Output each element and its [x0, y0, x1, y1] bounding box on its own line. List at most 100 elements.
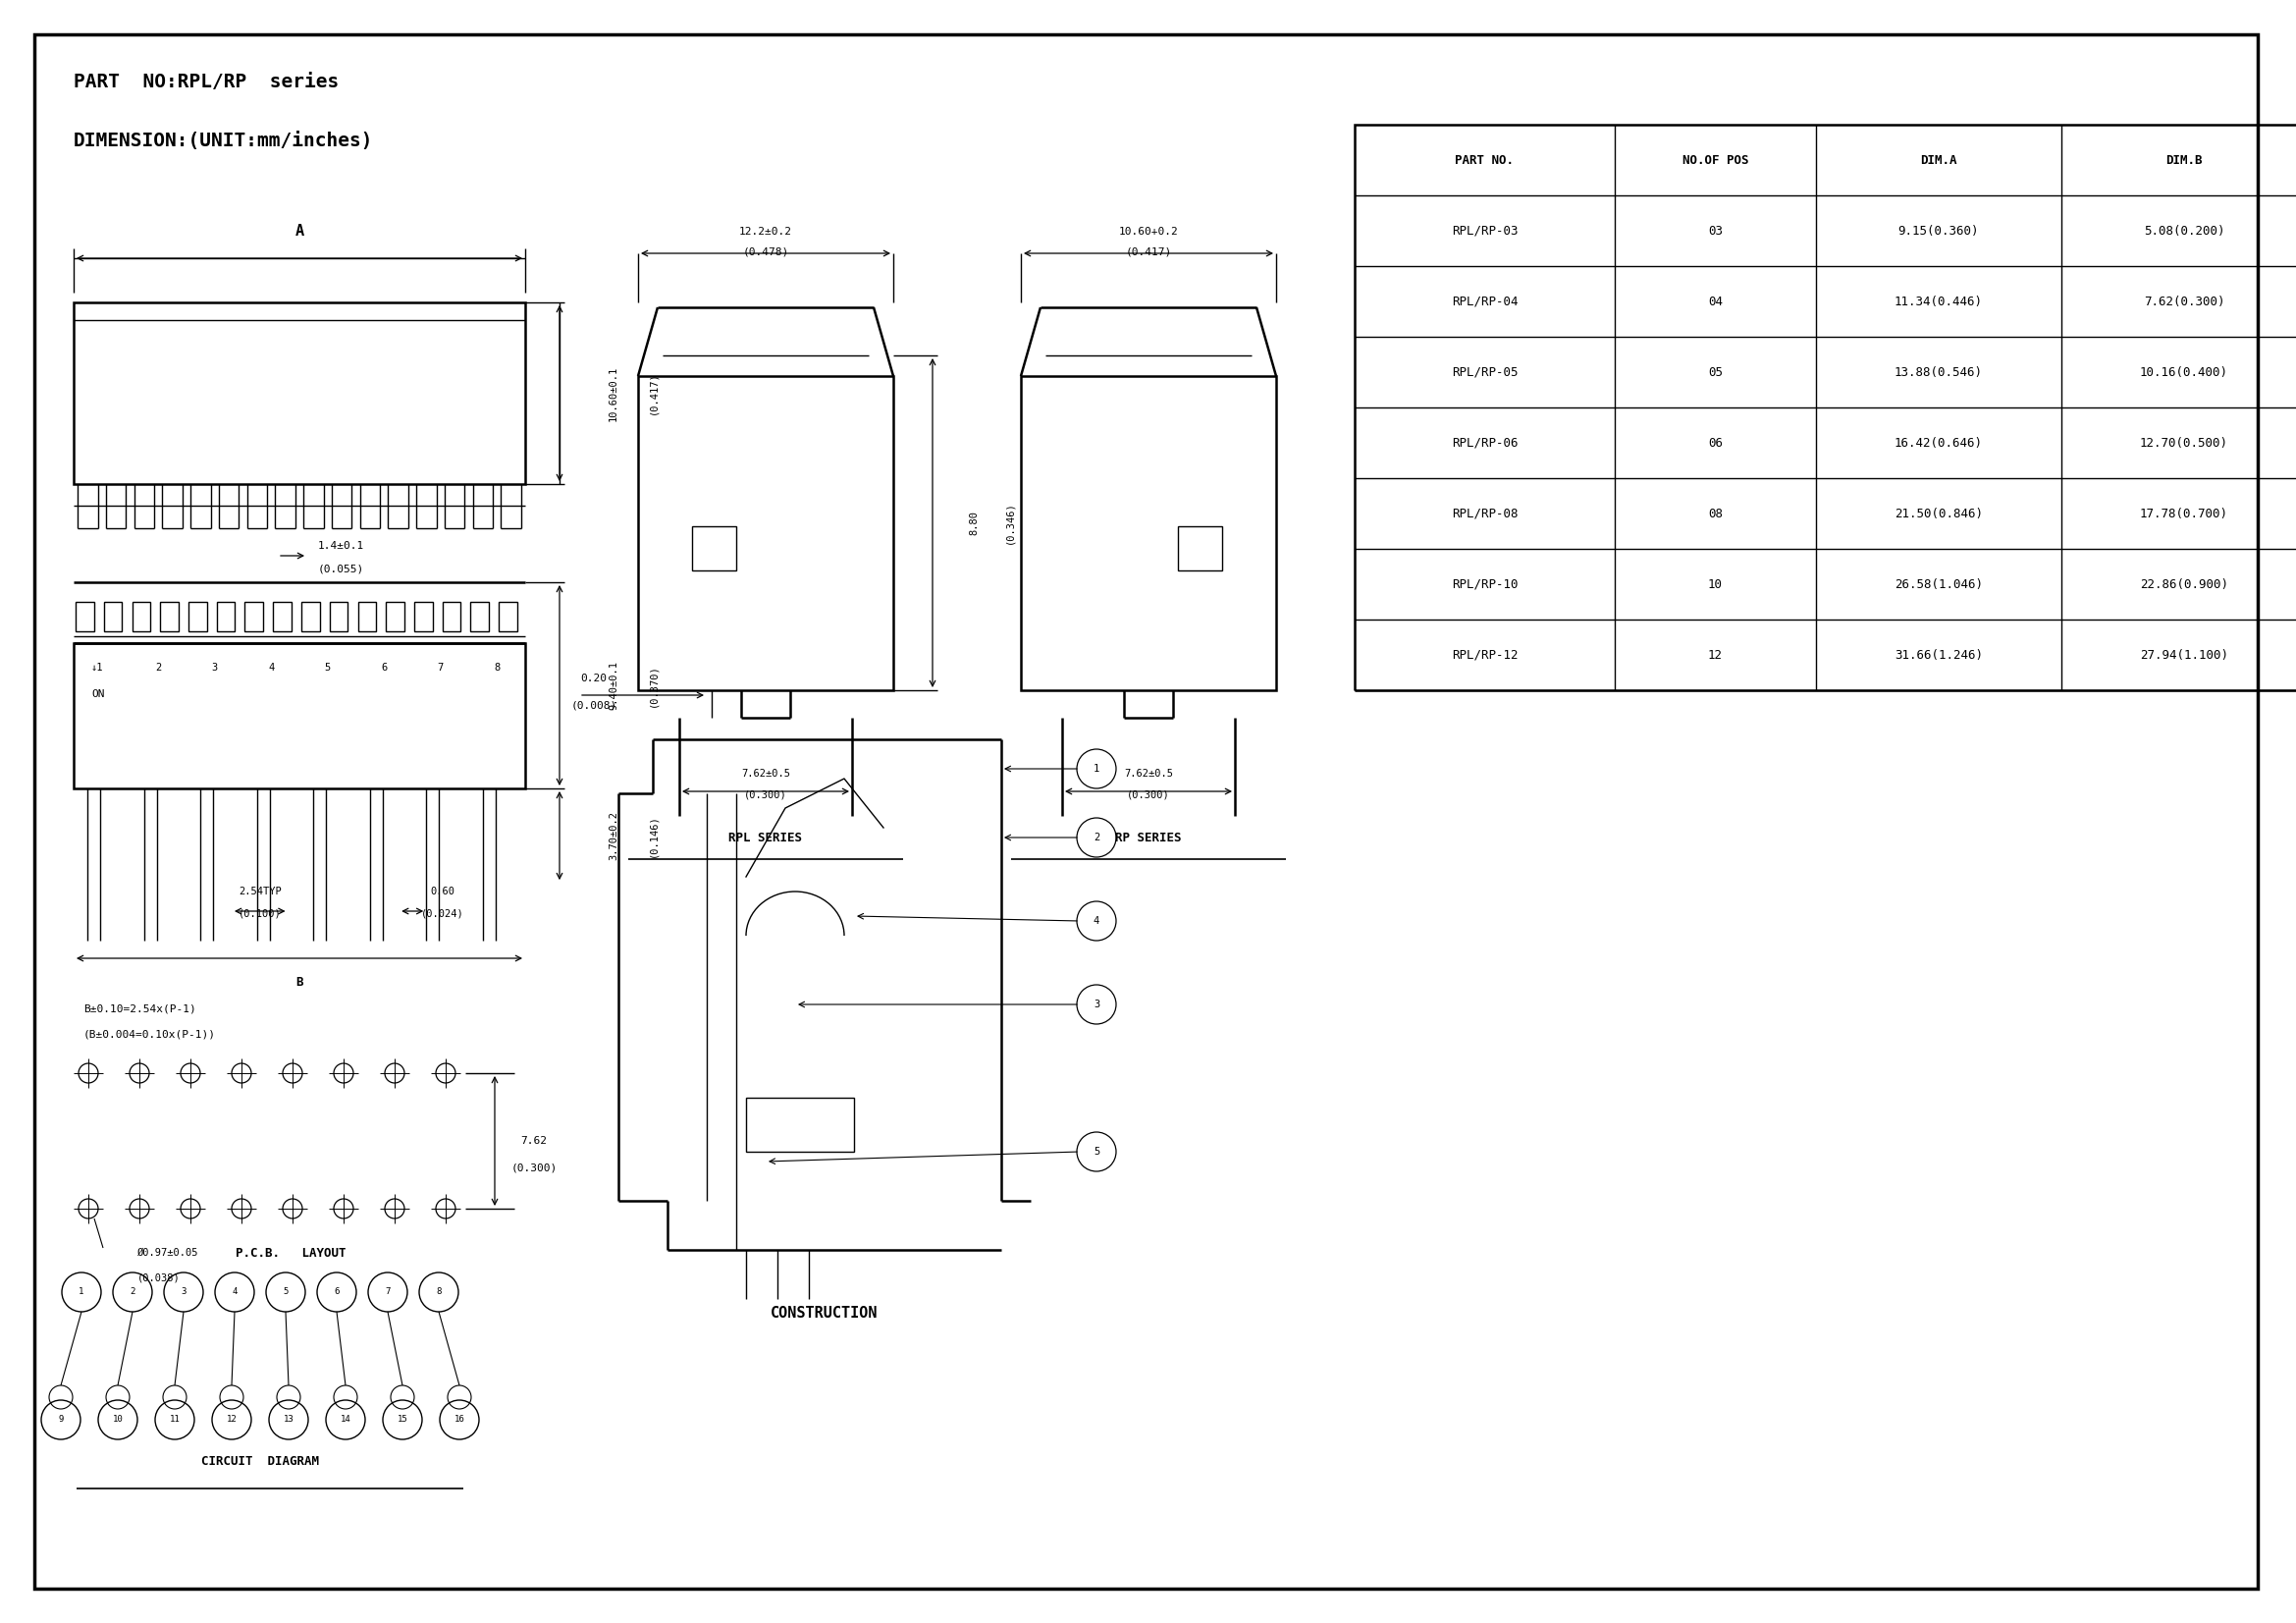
Text: (0.417): (0.417)	[1125, 247, 1171, 256]
Text: 08: 08	[1708, 506, 1722, 519]
Text: (0.417): (0.417)	[647, 372, 657, 415]
Bar	[103, 602, 122, 631]
Text: ON: ON	[92, 690, 106, 700]
Text: (0.346): (0.346)	[1003, 502, 1015, 544]
Text: RPL/RP-06: RPL/RP-06	[1451, 437, 1518, 450]
Text: DIM.B: DIM.B	[2165, 154, 2202, 167]
Text: DIM.A: DIM.A	[1919, 154, 1956, 167]
Text: 9.15(0.360): 9.15(0.360)	[1899, 224, 1979, 237]
Text: 10: 10	[113, 1415, 124, 1423]
Text: 7: 7	[386, 1287, 390, 1297]
Bar	[161, 602, 179, 631]
Bar	[1355, 125, 2296, 690]
Text: (0.300): (0.300)	[744, 790, 788, 800]
Text: Ø0.97±0.05: Ø0.97±0.05	[138, 1248, 200, 1258]
Bar	[1022, 377, 1277, 690]
Text: 4: 4	[232, 1287, 236, 1297]
Text: RP SERIES: RP SERIES	[1116, 831, 1182, 844]
Bar	[386, 602, 404, 631]
Text: RPL/RP-10: RPL/RP-10	[1451, 578, 1518, 591]
Text: (0.100): (0.100)	[239, 909, 282, 919]
Text: (0.055): (0.055)	[317, 565, 363, 575]
Text: 10.60+0.2: 10.60+0.2	[1118, 227, 1178, 237]
Text: 15: 15	[397, 1415, 409, 1423]
Text: 16.42(0.646): 16.42(0.646)	[1894, 437, 1984, 450]
Text: 5.08(0.200): 5.08(0.200)	[2144, 224, 2225, 237]
Text: 9.40±0.1: 9.40±0.1	[608, 661, 618, 709]
Text: 1.4±0.1: 1.4±0.1	[317, 540, 363, 550]
Text: RPL/RP-03: RPL/RP-03	[1451, 224, 1518, 237]
Text: 7.62(0.300): 7.62(0.300)	[2144, 295, 2225, 308]
Text: 0.20: 0.20	[581, 674, 606, 683]
Text: 12.2±0.2: 12.2±0.2	[739, 227, 792, 237]
Text: (0.370): (0.370)	[647, 664, 657, 706]
Text: 1: 1	[78, 1287, 85, 1297]
Text: 3: 3	[181, 1287, 186, 1297]
Bar	[471, 602, 489, 631]
Bar	[746, 1097, 854, 1152]
Text: 0.60: 0.60	[432, 886, 455, 896]
Bar	[76, 602, 94, 631]
Text: RPL/RP-08: RPL/RP-08	[1451, 506, 1518, 519]
Text: (0.024): (0.024)	[422, 909, 464, 919]
Bar	[301, 602, 319, 631]
Text: 17.78(0.700): 17.78(0.700)	[2140, 506, 2229, 519]
Text: CONSTRUCTION: CONSTRUCTION	[771, 1307, 879, 1321]
Text: (0.038): (0.038)	[138, 1272, 181, 1282]
Bar	[638, 377, 893, 690]
Text: 26.58(1.046): 26.58(1.046)	[1894, 578, 1984, 591]
Text: B: B	[296, 977, 303, 988]
Text: P.C.B.   LAYOUT: P.C.B. LAYOUT	[236, 1246, 347, 1259]
Text: 11.34(0.446): 11.34(0.446)	[1894, 295, 1984, 308]
Text: 10: 10	[1708, 578, 1722, 591]
Text: (0.300): (0.300)	[510, 1164, 558, 1173]
Text: PART  NO:RPL/RP  series: PART NO:RPL/RP series	[73, 71, 340, 91]
Text: 8.80: 8.80	[969, 511, 978, 536]
Text: 5: 5	[282, 1287, 289, 1297]
Text: 7: 7	[439, 662, 443, 672]
Text: CIRCUIT  DIAGRAM: CIRCUIT DIAGRAM	[202, 1454, 319, 1467]
Text: 6: 6	[333, 1287, 340, 1297]
Text: 12.70(0.500): 12.70(0.500)	[2140, 437, 2229, 450]
Text: 22.86(0.900): 22.86(0.900)	[2140, 578, 2229, 591]
Bar	[331, 602, 349, 631]
Bar	[216, 602, 234, 631]
Text: 10.16(0.400): 10.16(0.400)	[2140, 365, 2229, 378]
Text: 2: 2	[1093, 833, 1100, 842]
Text: DIMENSION:(UNIT:mm/inches): DIMENSION:(UNIT:mm/inches)	[73, 131, 374, 149]
Bar	[1178, 527, 1221, 571]
Bar	[188, 602, 207, 631]
Bar	[691, 527, 737, 571]
Bar	[73, 302, 526, 484]
Text: 10.60±0.1: 10.60±0.1	[608, 365, 618, 420]
Text: (0.146): (0.146)	[647, 815, 657, 857]
Text: ↓1: ↓1	[92, 662, 103, 672]
Text: 4: 4	[269, 662, 273, 672]
Text: 6: 6	[381, 662, 388, 672]
Bar	[246, 602, 264, 631]
Text: 7.62: 7.62	[521, 1136, 546, 1146]
Text: NO.OF POS: NO.OF POS	[1683, 154, 1750, 167]
Text: 11: 11	[170, 1415, 179, 1423]
Text: 13.88(0.546): 13.88(0.546)	[1894, 365, 1984, 378]
Text: 7.62±0.5: 7.62±0.5	[742, 769, 790, 779]
Bar	[443, 602, 461, 631]
Bar	[358, 602, 377, 631]
Text: 31.66(1.246): 31.66(1.246)	[1894, 649, 1984, 661]
Text: (0.300): (0.300)	[1127, 790, 1171, 800]
Text: (B±0.004=0.10x(P-1)): (B±0.004=0.10x(P-1))	[83, 1029, 216, 1039]
Bar	[413, 602, 432, 631]
Text: 3.70±0.2: 3.70±0.2	[608, 812, 618, 860]
Text: 06: 06	[1708, 437, 1722, 450]
Text: (0.008): (0.008)	[572, 700, 618, 709]
Text: A: A	[294, 224, 303, 239]
Text: 13: 13	[282, 1415, 294, 1423]
Text: B±0.10=2.54x(P-1): B±0.10=2.54x(P-1)	[83, 1005, 195, 1014]
Text: (0.478): (0.478)	[742, 247, 790, 256]
Text: 3: 3	[211, 662, 218, 672]
Text: RPL SERIES: RPL SERIES	[728, 831, 804, 844]
Text: PART NO.: PART NO.	[1456, 154, 1513, 167]
Bar	[273, 602, 292, 631]
Text: RPL/RP-05: RPL/RP-05	[1451, 365, 1518, 378]
Text: 8: 8	[494, 662, 501, 672]
